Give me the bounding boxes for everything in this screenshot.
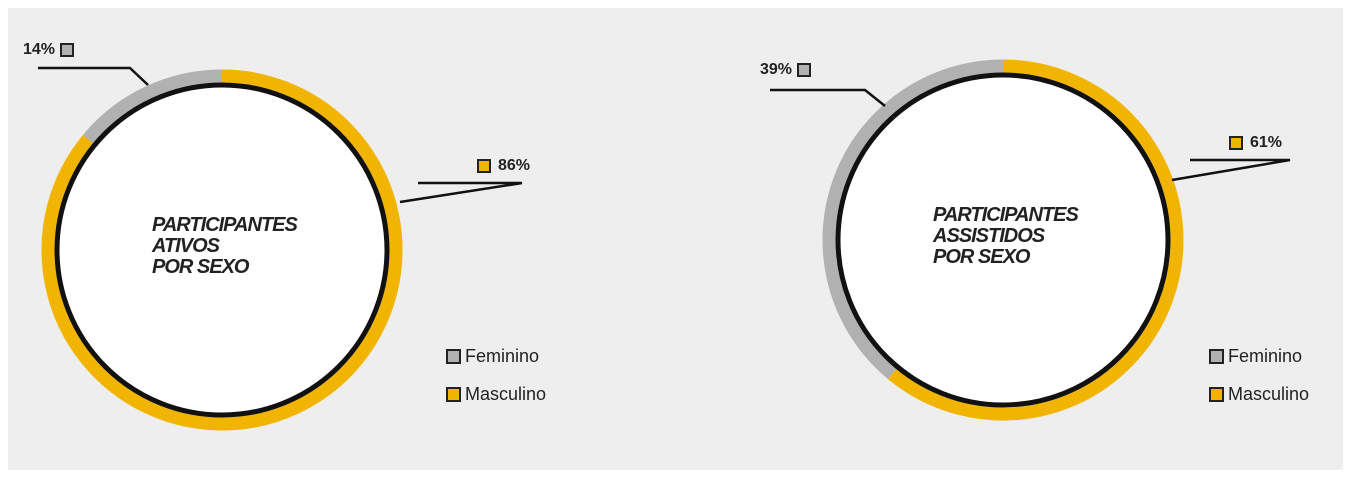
legend-label: Feminino	[465, 346, 539, 366]
leader-line	[770, 88, 886, 107]
legend-label: Feminino	[1228, 346, 1302, 366]
leader-line	[399, 181, 523, 204]
label-swatch	[60, 43, 74, 57]
donut-inner	[835, 72, 1171, 408]
label-swatch	[797, 63, 811, 77]
data-label: 39%	[760, 61, 792, 78]
leader-line	[1171, 158, 1291, 182]
data-label: 61%	[1250, 134, 1282, 151]
donut-segment	[41, 69, 403, 431]
chart-title: PARTICIPANTES ATIVOS POR SEXO	[152, 214, 298, 278]
donut-inner	[54, 82, 390, 418]
legend-swatch	[446, 349, 461, 364]
label-swatch	[1229, 136, 1243, 150]
donut-segment	[822, 59, 1004, 380]
data-label: 86%	[498, 157, 530, 174]
donut-segment	[82, 69, 223, 144]
legend-swatch	[446, 387, 461, 402]
legend-swatch	[1209, 349, 1224, 364]
data-label: 14%	[23, 41, 55, 58]
donut-segment	[887, 59, 1184, 421]
legend-label: Masculino	[465, 384, 546, 404]
legend-label: Masculino	[1228, 384, 1309, 404]
legend-swatch	[1209, 387, 1224, 402]
label-swatch	[477, 159, 491, 173]
leader-line	[38, 66, 149, 86]
chart-title: PARTICIPANTES ASSISTIDOS POR SEXO	[933, 204, 1079, 268]
